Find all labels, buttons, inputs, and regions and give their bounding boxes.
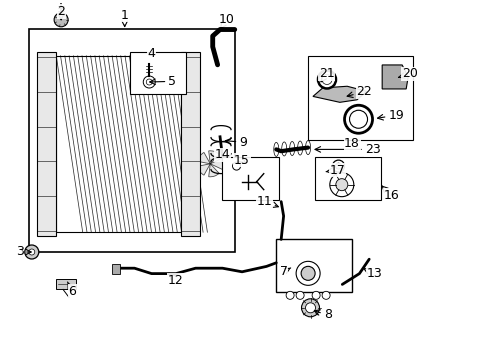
Circle shape [311,291,320,299]
Wedge shape [197,152,210,164]
Circle shape [317,71,335,89]
Circle shape [29,249,35,255]
Bar [307,56,412,140]
Circle shape [335,179,347,191]
Circle shape [321,75,331,85]
Text: 1: 1 [121,9,128,27]
Text: 8: 8 [314,309,331,321]
Wedge shape [208,151,219,164]
Circle shape [146,79,152,85]
Text: 4: 4 [147,47,155,60]
Circle shape [305,303,315,313]
Circle shape [54,13,68,27]
Polygon shape [382,65,407,89]
Text: 7: 7 [279,265,290,278]
Polygon shape [312,86,366,102]
Text: 10: 10 [218,13,234,29]
Circle shape [329,173,353,197]
Circle shape [301,299,319,317]
Text: 20: 20 [398,67,417,80]
Text: 11: 11 [256,195,278,208]
Bar [276,239,351,292]
Text: 23: 23 [314,143,380,156]
Text: 13: 13 [362,267,381,280]
Text: 14: 14 [214,148,230,161]
Bar [222,157,278,200]
Text: 21: 21 [318,67,334,82]
Text: 18: 18 [344,137,359,150]
Bar [56,56,181,232]
Circle shape [143,76,155,88]
Text: 22: 22 [346,85,371,98]
Circle shape [25,245,39,259]
Circle shape [335,163,341,169]
Text: 3: 3 [16,246,31,258]
Circle shape [296,291,304,299]
Text: 16: 16 [381,186,398,202]
Bar [181,52,200,236]
Text: 12: 12 [167,273,183,287]
Circle shape [332,160,344,172]
Text: 5: 5 [149,75,176,88]
Text: 19: 19 [377,109,403,122]
Circle shape [285,291,293,299]
Circle shape [296,261,320,285]
Circle shape [322,291,329,299]
Text: 15: 15 [234,154,249,167]
Bar [112,264,120,274]
Wedge shape [210,158,223,169]
Text: 9: 9 [225,136,246,149]
Circle shape [344,105,372,133]
Wedge shape [197,164,210,175]
Bar [315,157,381,200]
Circle shape [232,162,240,170]
Bar [129,52,185,94]
Circle shape [301,266,314,280]
Text: 2: 2 [57,5,65,20]
Bar [29,29,234,252]
Wedge shape [208,164,219,177]
Text: 17: 17 [325,164,345,177]
Bar [37,52,56,236]
Text: 6: 6 [67,282,76,298]
Bar [56,279,76,289]
Circle shape [349,110,367,128]
